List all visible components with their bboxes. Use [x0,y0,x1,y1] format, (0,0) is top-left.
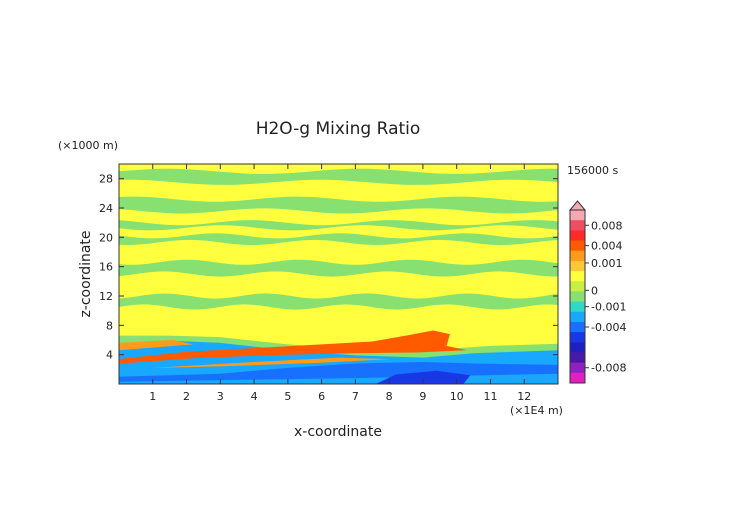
colorbar-swatch [570,372,585,384]
colorbar-swatch [570,240,585,252]
y-tick-label: 24 [99,202,113,215]
band-upper-green-2 [119,196,558,214]
colorbar-swatch [570,281,585,292]
band-mid-green-1 [119,220,558,231]
y-tick-label: 4 [106,349,113,362]
time-label: 156000 s [567,164,618,177]
colorbar-swatch [570,352,585,364]
colorbar-label: -0.008 [591,362,626,375]
y-axis-label: z-coordinate [78,230,94,317]
x-tick-label: 2 [183,390,190,403]
x-tick-label: 4 [251,390,258,403]
bl-blue [119,362,558,382]
x-axis: 1 2 3 4 5 6 7 8 9 10 11 12 [149,164,531,403]
colorbar-swatch [570,362,585,374]
band-mid-green-3 [119,259,558,277]
colorbar-swatch [570,271,585,282]
colorbar-label: 0.004 [591,240,623,253]
colorbar-arrow [568,200,587,211]
colorbar-swatch [570,220,585,231]
x-unit-label: (×1E4 m) [510,404,563,417]
colorbar: 0.008 0.004 0.001 0 -0.001 -0.004 -0.008 [568,200,626,384]
colorbar-swatch [570,311,585,323]
colorbar-swatch [570,260,585,272]
colorbar-label: 0.001 [591,257,623,270]
bl-orange [119,330,467,364]
colorbar-label: 0 [591,284,598,297]
x-tick-label: 7 [352,390,359,403]
y-tick-label: 28 [99,173,113,186]
colorbar-frame [569,209,586,384]
colorbar-swatch [570,332,585,343]
x-tick-label: 5 [284,390,291,403]
colorbar-swatch [570,210,585,221]
colorbar-label: -0.001 [591,301,626,314]
x-tick-label: 12 [517,390,531,403]
x-axis-label: x-coordinate [294,424,382,440]
band-low-green [119,293,558,310]
colorbar-swatch [570,291,585,303]
x-tick-label: 11 [483,390,497,403]
x-tick-label: 10 [450,390,464,403]
y-tick-label: 20 [99,231,113,244]
colorbar-label: -0.004 [591,321,626,334]
x-tick-label: 8 [386,390,393,403]
colorbar-label: 0.008 [591,219,623,232]
plot-frame [118,163,559,385]
chart-title: H2O-g Mixing Ratio [256,119,421,139]
bl-orange-lower [152,357,390,368]
band-upper-green-1 [119,168,558,185]
bl-orange-upper [119,340,194,351]
colorbar-swatch [570,301,585,313]
bl-deep-blue [375,370,471,384]
y-tick-label: 8 [106,319,113,332]
y-unit-label: (×1000 m) [58,139,118,152]
colorbar-swatch [570,342,585,353]
colorbar-swatch [570,250,585,262]
heatmap-field [119,164,558,384]
y-tick-label: 16 [99,261,113,274]
x-tick-label: 6 [318,390,325,403]
x-tick-label: 3 [217,390,224,403]
x-tick-label: 1 [149,390,156,403]
colorbar-swatch [570,321,585,333]
band-mid-green-2 [119,233,558,245]
x-tick-label: 9 [419,390,426,403]
colorbar-swatch [570,230,585,242]
y-axis: 4 8 12 16 20 24 28 [99,173,558,362]
y-tick-label: 12 [99,290,113,303]
